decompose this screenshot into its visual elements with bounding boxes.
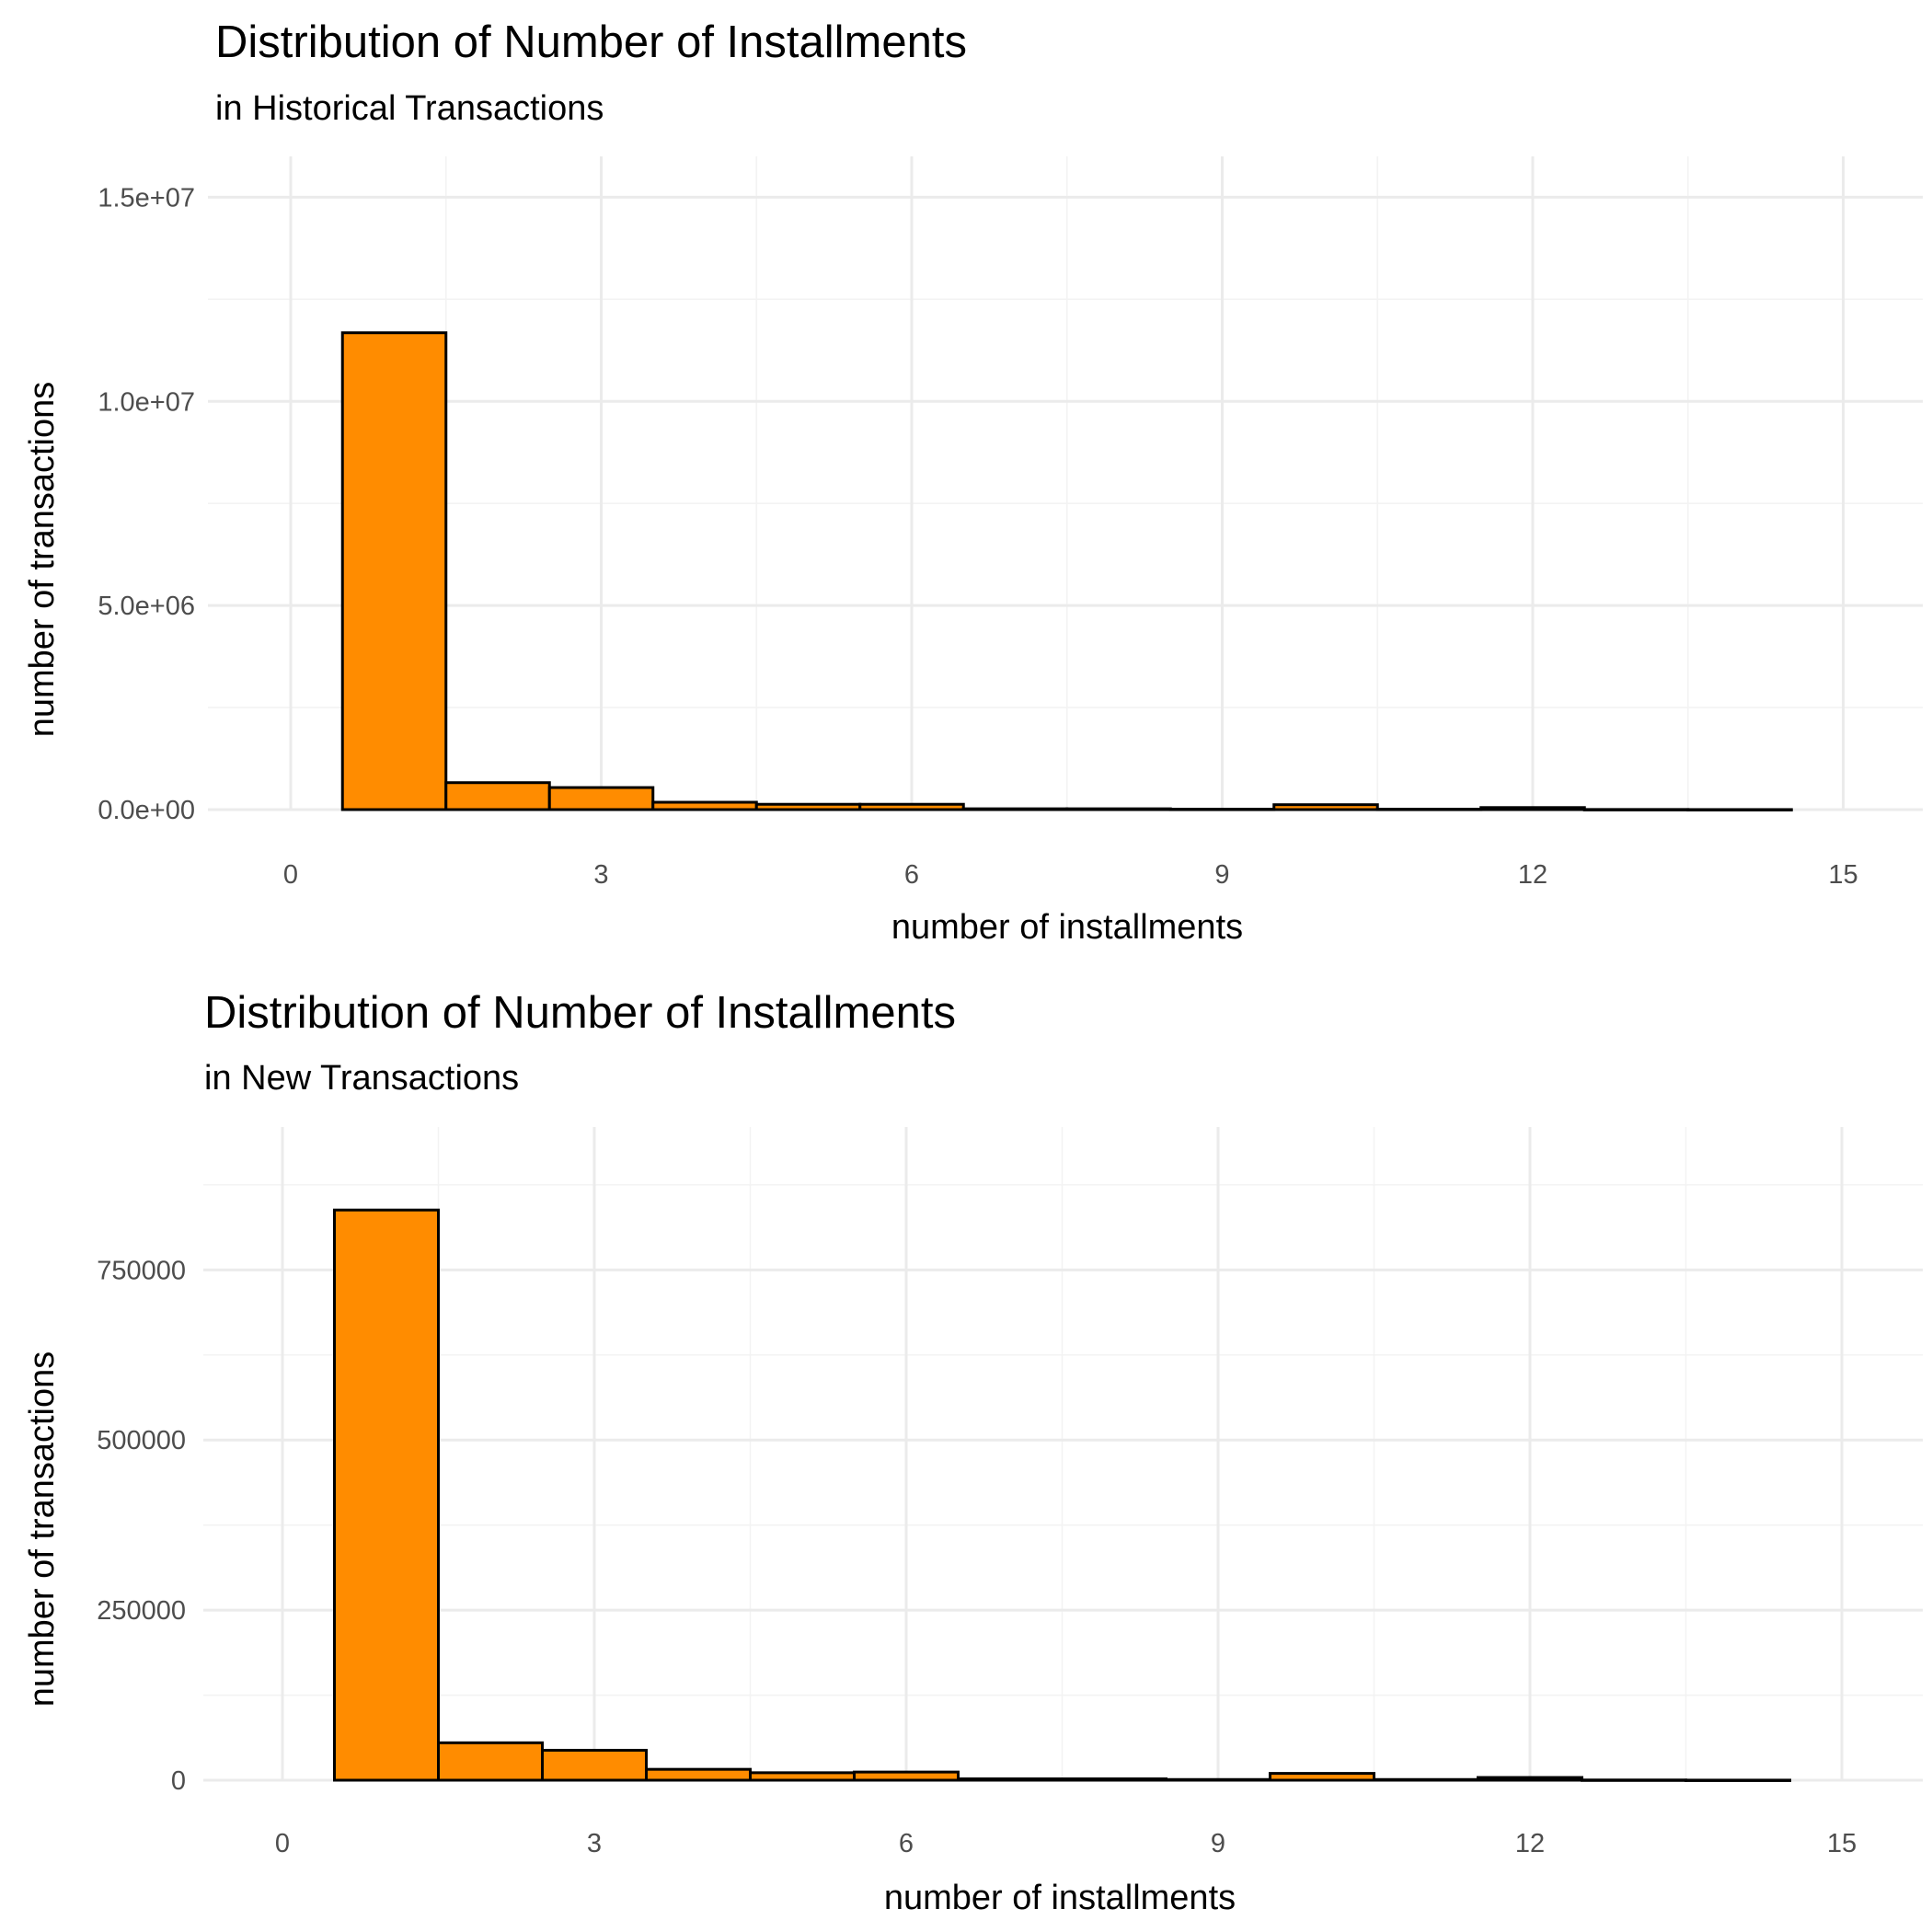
- new-transactions-chart: Distribution of Number of Installments i…: [23, 988, 1923, 1917]
- histogram-bar: [333, 1208, 440, 1782]
- histogram-bar: [1061, 1777, 1167, 1782]
- histogram-bar: [1581, 1778, 1687, 1782]
- histogram-bar: [1479, 806, 1586, 811]
- chart-title: Distribution of Number of Installments: [215, 17, 967, 67]
- histogram-bar: [754, 802, 862, 811]
- histogram-bar: [651, 800, 758, 811]
- histogram-bar: [1269, 1772, 1375, 1782]
- histogram-bar: [961, 807, 1069, 811]
- x-axis-title: number of installments: [884, 1879, 1236, 1917]
- x-tick-label: 6: [904, 860, 919, 890]
- histogram-bar: [858, 802, 965, 811]
- chart-title: Distribution of Number of Installments: [204, 988, 956, 1038]
- y-tick-label: 0.0e+00: [98, 796, 195, 825]
- y-tick-labels: 0.0e+00 5.0e+06 1.0e+07 1.5e+07: [98, 183, 195, 825]
- x-tick-labels: 0 3 6 9 12 15: [283, 860, 1858, 890]
- x-tick-label: 6: [899, 1829, 914, 1858]
- x-tick-label: 3: [587, 1829, 602, 1858]
- bars: [340, 331, 1793, 811]
- y-axis-title: number of transactions: [23, 1351, 62, 1708]
- chart-subtitle: in Historical Transactions: [215, 89, 604, 128]
- histogram-bar: [340, 331, 448, 811]
- histogram-bar: [541, 1748, 648, 1782]
- y-tick-label: 750000: [97, 1256, 186, 1285]
- y-tick-labels: 0 250000 500000 750000: [97, 1256, 186, 1796]
- chart-subtitle: in New Transactions: [204, 1059, 519, 1098]
- histogram-bar: [1685, 1778, 1791, 1782]
- bars: [333, 1208, 1791, 1782]
- grid: [203, 1127, 1923, 1782]
- x-tick-label: 0: [283, 860, 298, 890]
- histogram-bar: [1373, 1777, 1479, 1782]
- y-tick-label: 1.0e+07: [98, 387, 195, 417]
- histogram-bar: [1375, 808, 1483, 811]
- histogram-bar: [749, 1771, 856, 1782]
- x-tick-label: 12: [1515, 1829, 1545, 1858]
- histogram-bar: [1477, 1776, 1583, 1782]
- histogram-bar: [444, 781, 551, 811]
- y-tick-label: 250000: [97, 1596, 186, 1626]
- x-tick-label: 0: [275, 1829, 290, 1858]
- x-tick-label: 3: [593, 860, 608, 890]
- x-tick-label: 15: [1828, 860, 1857, 890]
- grid: [208, 156, 1923, 811]
- x-tick-label: 9: [1211, 1829, 1225, 1858]
- x-axis-title: number of installments: [891, 908, 1243, 947]
- histogram-bar: [1582, 808, 1690, 811]
- y-tick-label: 0: [171, 1766, 186, 1796]
- histogram-bar: [437, 1741, 544, 1782]
- histogram-bar: [957, 1777, 1064, 1782]
- histogram-bar: [547, 786, 655, 811]
- historical-transactions-chart: Distribution of Number of Installments i…: [23, 17, 1923, 947]
- histogram-bar: [1168, 808, 1276, 811]
- y-axis-title: number of transactions: [23, 382, 62, 738]
- histogram-bar: [1165, 1777, 1271, 1782]
- histogram-bar: [1065, 807, 1172, 811]
- x-tick-labels: 0 3 6 9 12 15: [275, 1829, 1857, 1858]
- x-tick-label: 9: [1214, 860, 1229, 890]
- x-tick-label: 15: [1827, 1829, 1857, 1858]
- y-tick-label: 1.5e+07: [98, 183, 195, 213]
- x-tick-label: 12: [1518, 860, 1547, 890]
- y-tick-label: 5.0e+06: [98, 592, 195, 621]
- histogram-bar: [853, 1770, 960, 1782]
- histogram-bar: [645, 1767, 752, 1782]
- y-tick-label: 500000: [97, 1426, 186, 1455]
- histogram-bar: [1272, 803, 1379, 811]
- histogram-bar: [1686, 808, 1793, 811]
